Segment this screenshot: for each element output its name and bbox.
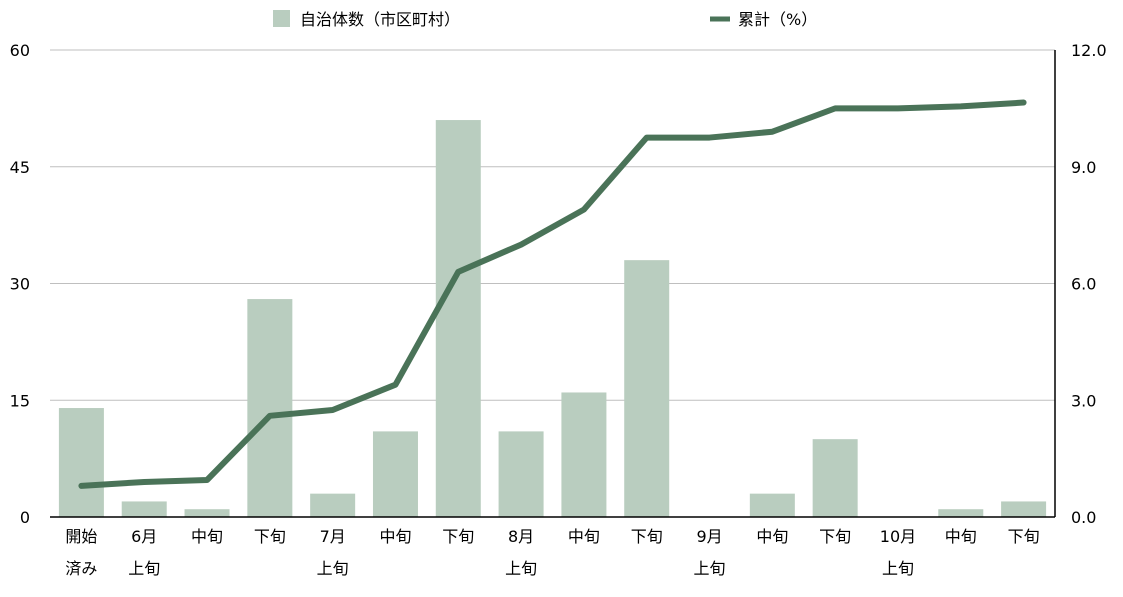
bar (624, 260, 670, 517)
cumulative-line (78, 99, 1027, 489)
legend-bar-label: 自治体数（市区町村） (300, 10, 460, 29)
x-tick-label: 上旬 (694, 559, 726, 578)
legend-bar-swatch (273, 10, 290, 27)
x-tick-label: 上旬 (882, 559, 914, 578)
x-tick-label: 6月 (131, 527, 157, 546)
bar (1001, 501, 1047, 517)
legend-line-label: 累計（%） (738, 10, 817, 29)
x-tick-label: 上旬 (128, 559, 160, 578)
x-tick-label: 中旬 (379, 527, 411, 546)
x-tick-label: 中旬 (191, 527, 223, 546)
x-tick-label: 済み (65, 559, 97, 578)
bar (812, 439, 858, 517)
right-y-tick-label: 6.0 (1071, 275, 1096, 294)
x-tick-label: 下旬 (1008, 527, 1040, 546)
x-tick-label: 下旬 (631, 527, 663, 546)
x-tick-label: 中旬 (756, 527, 788, 546)
line-series (78, 99, 1027, 489)
x-tick-label: 8月 (508, 527, 534, 546)
bar (372, 431, 418, 517)
right-y-tick-label: 3.0 (1071, 391, 1096, 410)
left-y-tick-label: 0 (20, 508, 30, 527)
x-tick-label: 7月 (320, 527, 346, 546)
right-axis-tick-labels: 0.0 3.0 6.0 9.0 12.0 (1071, 41, 1107, 527)
x-tick-label: 開始 (65, 527, 97, 546)
x-tick-label: 下旬 (442, 527, 474, 546)
bar (749, 493, 795, 517)
right-y-tick-label: 0.0 (1071, 508, 1096, 527)
x-tick-label: 中旬 (945, 527, 977, 546)
bar (121, 501, 167, 517)
left-y-tick-label: 60 (10, 41, 30, 60)
bar-series (58, 120, 1047, 518)
bar (58, 408, 104, 517)
legend: 自治体数（市区町村） 累計（%） (273, 10, 817, 29)
right-y-tick-label: 12.0 (1071, 41, 1107, 60)
bar (498, 431, 544, 517)
left-y-tick-label: 30 (10, 275, 30, 294)
x-tick-label: 中旬 (568, 527, 600, 546)
axes (50, 50, 1056, 518)
bar (938, 509, 984, 517)
x-tick-label: 上旬 (505, 559, 537, 578)
x-tick-label: 上旬 (317, 559, 349, 578)
left-y-tick-label: 45 (10, 158, 30, 177)
bar (247, 299, 293, 517)
x-tick-label: 9月 (696, 527, 722, 546)
gridlines (50, 49, 1055, 401)
left-axis-tick-labels: 0 15 30 45 60 (10, 41, 30, 527)
right-y-tick-label: 9.0 (1071, 158, 1096, 177)
bar (435, 120, 481, 518)
bar (310, 493, 356, 517)
x-tick-label: 下旬 (254, 527, 286, 546)
left-y-tick-label: 15 (10, 391, 30, 410)
bar (561, 392, 607, 517)
x-tick-label: 10月 (880, 527, 916, 546)
x-tick-label: 下旬 (819, 527, 851, 546)
bar (184, 509, 230, 517)
